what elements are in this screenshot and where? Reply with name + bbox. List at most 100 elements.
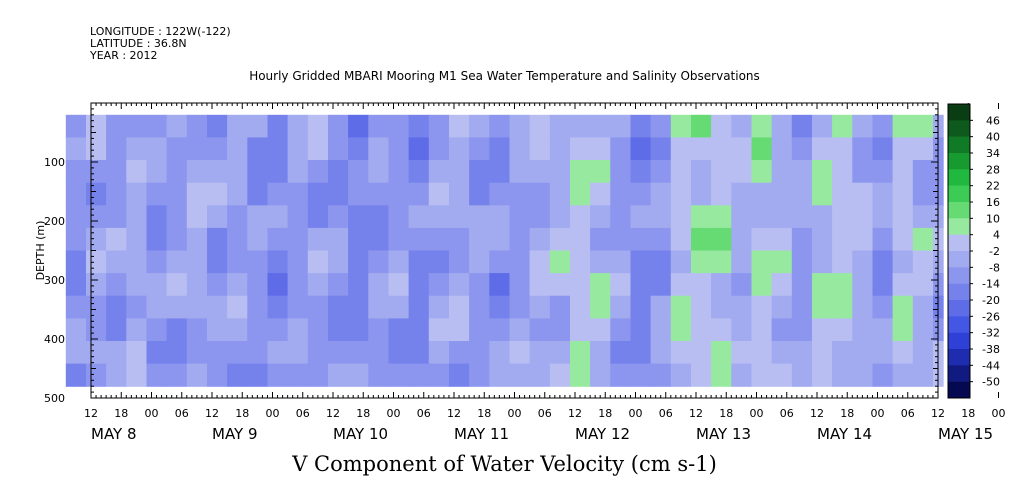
- x-date-label: MAY 9: [212, 425, 258, 443]
- heatmap-cell: [126, 363, 148, 387]
- heatmap-cell: [227, 318, 248, 342]
- x-date-label: MAY 15: [938, 425, 993, 443]
- x-hour-tick-label: 06: [538, 407, 552, 420]
- heatmap-cell: [751, 363, 773, 387]
- heatmap-cell: [186, 205, 208, 229]
- heatmap-cell: [207, 341, 228, 365]
- x-hour-tick-label: 12: [205, 407, 219, 420]
- heatmap-cell: [912, 205, 934, 229]
- heatmap-cell: [670, 137, 692, 161]
- heatmap-cell: [590, 182, 611, 206]
- longitude-label: LONGITUDE : 122W(-122): [90, 25, 231, 38]
- heatmap-cell: [650, 318, 672, 342]
- heatmap-cell: [912, 114, 934, 138]
- heatmap-cell: [751, 137, 773, 161]
- heatmap-cell: [771, 205, 793, 229]
- heatmap-cell: [469, 363, 490, 387]
- heatmap-cell: [146, 363, 168, 387]
- heatmap-cell: [307, 341, 329, 365]
- heatmap-cell: [731, 318, 753, 342]
- heatmap-cell: [146, 250, 168, 274]
- heatmap-cell: [872, 137, 894, 161]
- heatmap-cell: [227, 250, 248, 274]
- heatmap-cell: [852, 182, 874, 206]
- colorbar-swatch: [948, 267, 970, 284]
- heatmap-cell: [146, 160, 168, 184]
- heatmap-cell: [832, 273, 853, 297]
- heatmap-cell: [610, 341, 632, 365]
- heatmap-cell: [590, 227, 611, 252]
- heatmap-cell: [872, 182, 894, 206]
- heatmap-cell: [267, 295, 289, 319]
- heatmap-cell: [630, 295, 652, 319]
- heatmap-cell: [771, 273, 793, 297]
- heatmap-cell: [529, 250, 551, 274]
- heatmap-cell: [267, 182, 289, 206]
- heatmap-cell: [388, 250, 410, 274]
- heatmap-cell: [812, 341, 833, 365]
- heatmap-cell: [912, 341, 934, 365]
- heatmap-cell: [348, 318, 369, 342]
- heatmap-cell: [892, 250, 914, 274]
- heatmap-cell: [348, 114, 369, 138]
- heatmap-cell: [670, 182, 692, 206]
- heatmap-cell: [348, 295, 369, 319]
- heatmap-cell: [832, 295, 853, 319]
- heatmap-cell: [186, 273, 208, 297]
- heatmap-cell: [146, 205, 168, 229]
- colorbar-swatch: [948, 234, 970, 252]
- heatmap-cell: [449, 295, 470, 319]
- colorbar-level-label: 4: [993, 229, 1000, 242]
- heatmap-cell: [469, 182, 490, 206]
- x-date-label: MAY 11: [454, 425, 509, 443]
- heatmap-cell: [368, 114, 390, 138]
- heatmap-cell: [469, 295, 490, 319]
- heatmap-cell: [247, 114, 269, 138]
- heatmap-cell: [711, 273, 732, 297]
- heatmap-cell: [711, 160, 732, 184]
- colorbar-level-label: 46: [986, 114, 1000, 127]
- heatmap-cell: [86, 182, 107, 206]
- heatmap-cell: [267, 250, 289, 274]
- x-hour-tick-label: 00: [871, 407, 885, 420]
- heatmap-cell: [166, 137, 188, 161]
- heatmap-cell: [449, 137, 470, 161]
- heatmap-cell: [489, 341, 511, 365]
- x-hour-tick-label: 06: [780, 407, 794, 420]
- heatmap-cell: [307, 182, 329, 206]
- heatmap-cell: [912, 250, 934, 274]
- colorbar-swatch: [948, 381, 970, 399]
- heatmap-cell: [348, 160, 369, 184]
- heatmap-cell: [247, 250, 269, 274]
- heatmap-cell: [731, 250, 753, 274]
- heatmap-cell: [428, 273, 450, 297]
- heatmap-cell: [368, 182, 390, 206]
- heatmap-cell: [892, 318, 914, 342]
- heatmap-cell: [691, 114, 712, 138]
- heatmap-cell: [186, 295, 208, 319]
- heatmap-cell: [670, 250, 692, 274]
- heatmap-cell: [650, 363, 672, 387]
- heatmap-cell: [146, 273, 168, 297]
- heatmap-cell: [106, 295, 127, 319]
- heatmap-cell: [549, 114, 571, 138]
- heatmap-cell: [307, 250, 329, 274]
- heatmap-cell: [368, 295, 390, 319]
- heatmap-cell: [106, 318, 127, 342]
- heatmap-cell: [812, 114, 833, 138]
- heatmap-cell: [186, 341, 208, 365]
- heatmap-cell: [207, 250, 228, 274]
- heatmap-cell: [247, 273, 269, 297]
- heatmap-cell: [186, 160, 208, 184]
- heatmap-cell: [469, 114, 490, 138]
- colorbar-level-label: 28: [986, 163, 1000, 176]
- heatmap-cell: [590, 114, 611, 138]
- heatmap-cell: [328, 341, 349, 365]
- heatmap-cell: [368, 250, 390, 274]
- heatmap-cell: [630, 205, 652, 229]
- heatmap-cell: [872, 295, 894, 319]
- heatmap-cell: [872, 160, 894, 184]
- heatmap-cell: [428, 363, 450, 387]
- heatmap-cell: [166, 114, 188, 138]
- heatmap-cell: [408, 205, 430, 229]
